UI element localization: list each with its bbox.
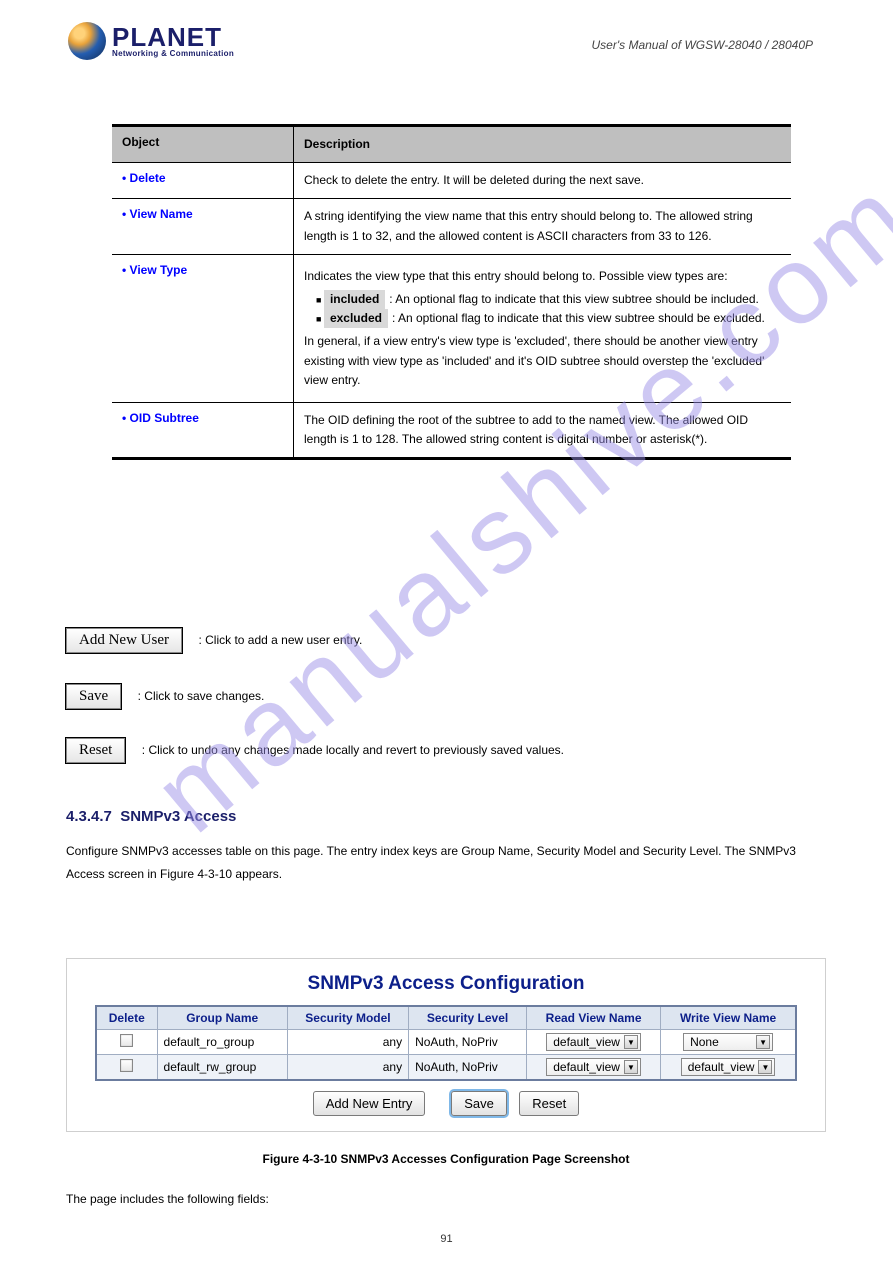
dd-value: default_view: [553, 1035, 620, 1049]
obj-delete-desc: Check to delete the entry. It will be de…: [294, 163, 791, 198]
dd-value: default_view: [688, 1060, 755, 1074]
bullet-excluded: excluded : An optional flag to indicate t…: [316, 309, 781, 328]
cell-level: NoAuth, NoPriv: [409, 1055, 527, 1081]
cell-group: default_ro_group: [157, 1030, 287, 1055]
delete-checkbox[interactable]: [120, 1034, 133, 1047]
snmp-access-figure: SNMPv3 Access Configuration Delete Group…: [66, 958, 826, 1132]
logo-subtitle: Networking & Communication: [112, 50, 234, 58]
header-doc-title: User's Manual of WGSW-28040 / 28040P: [591, 38, 813, 52]
add-new-user-desc: : Click to add a new user entry.: [198, 633, 362, 647]
table-row: default_ro_group any NoAuth, NoPriv defa…: [96, 1030, 796, 1055]
txt-excluded: : An optional flag to indicate that this…: [392, 311, 765, 325]
snmp-access-table: Delete Group Name Security Model Securit…: [95, 1005, 797, 1081]
cell-level: NoAuth, NoPriv: [409, 1030, 527, 1055]
reset-desc: : Click to undo any changes made locally…: [142, 743, 564, 757]
post-figure-text: The page includes the following fields:: [66, 1192, 269, 1206]
logo-text: PLANET Networking & Communication: [112, 24, 234, 58]
logo: PLANET Networking & Communication: [68, 22, 234, 60]
table-row: • View Name A string identifying the vie…: [112, 198, 791, 253]
chevron-down-icon: ▼: [624, 1035, 638, 1049]
tag-excluded: excluded: [324, 309, 388, 328]
th-group: Group Name: [157, 1006, 287, 1030]
save-button[interactable]: Save: [66, 684, 121, 709]
button-desc-save: Save : Click to save changes.: [66, 684, 264, 709]
page-number: 91: [0, 1233, 893, 1245]
logo-globe-icon: [68, 22, 106, 60]
figure-caption: Figure 4-3-10 SNMPv3 Accesses Configurat…: [66, 1152, 826, 1166]
viewtype-bullets: included : An optional flag to indicate t…: [304, 290, 781, 328]
obj-delete-label: • Delete: [112, 163, 294, 198]
add-new-user-button[interactable]: Add New User: [66, 628, 182, 653]
th-level: Security Level: [409, 1006, 527, 1030]
th-object: Object: [112, 127, 294, 162]
obj-oid-label: • OID Subtree: [112, 403, 294, 457]
obj-oid-desc: The OID defining the root of the subtree…: [294, 403, 791, 457]
button-desc-add: Add New User : Click to add a new user e…: [66, 628, 362, 653]
object-description-table: Object Description • Delete Check to del…: [112, 124, 791, 460]
dd-value: default_view: [553, 1060, 620, 1074]
table-row: default_rw_group any NoAuth, NoPriv defa…: [96, 1055, 796, 1081]
section-name: SNMPv3 Access: [120, 808, 236, 825]
dd-value: None: [690, 1035, 719, 1049]
txt-included: : An optional flag to indicate that this…: [389, 292, 759, 306]
add-new-entry-button[interactable]: Add New Entry: [313, 1091, 426, 1116]
tag-included: included: [324, 290, 385, 309]
caption-text: SNMPv3 Accesses Configuration Page Scree…: [337, 1152, 629, 1166]
save-desc: : Click to save changes.: [138, 689, 265, 703]
table-header: Delete Group Name Security Model Securit…: [96, 1006, 796, 1030]
write-view-dropdown[interactable]: default_view▼: [681, 1058, 776, 1076]
logo-brand: PLANET: [112, 24, 234, 50]
cell-model: any: [287, 1030, 408, 1055]
th-read: Read View Name: [527, 1006, 661, 1030]
th-description: Description: [294, 127, 791, 162]
delete-checkbox[interactable]: [120, 1059, 133, 1072]
caption-id: Figure 4-3-10: [262, 1152, 337, 1166]
viewtype-intro: Indicates the view type that this entry …: [304, 267, 781, 286]
read-view-dropdown[interactable]: default_view ▼: [546, 1033, 641, 1051]
button-desc-reset: Reset : Click to undo any changes made l…: [66, 738, 564, 763]
cell-model: any: [287, 1055, 408, 1081]
reset-button[interactable]: Reset: [66, 738, 125, 763]
section-number: 4.3.4.7: [66, 808, 112, 825]
write-view-dropdown[interactable]: None ▼: [683, 1033, 773, 1051]
chevron-down-icon: ▼: [624, 1060, 638, 1074]
chevron-down-icon: ▼: [756, 1035, 770, 1049]
figure-reset-button[interactable]: Reset: [519, 1091, 579, 1116]
obj-viewname-desc: A string identifying the view name that …: [294, 199, 791, 253]
figure-save-button[interactable]: Save: [451, 1091, 507, 1116]
th-model: Security Model: [287, 1006, 408, 1030]
figure-button-row: Add New Entry Save Reset: [95, 1095, 797, 1113]
th-delete: Delete: [96, 1006, 157, 1030]
obj-viewtype-label: • View Type: [112, 255, 294, 402]
obj-viewtype-desc: Indicates the view type that this entry …: [294, 255, 791, 402]
bullet-included: included : An optional flag to indicate t…: [316, 290, 781, 309]
section-body: Configure SNMPv3 accesses table on this …: [66, 840, 826, 886]
section-heading: 4.3.4.7 SNMPv3 Access: [66, 808, 236, 825]
th-write: Write View Name: [661, 1006, 796, 1030]
figure-title: SNMPv3 Access Configuration: [95, 973, 797, 995]
obj-viewname-label: • View Name: [112, 199, 294, 253]
table-header-row: Object Description: [112, 127, 791, 162]
table-row: • Delete Check to delete the entry. It w…: [112, 162, 791, 198]
chevron-down-icon: ▼: [758, 1060, 772, 1074]
cell-group: default_rw_group: [157, 1055, 287, 1081]
table-row: • OID Subtree The OID defining the root …: [112, 402, 791, 457]
read-view-dropdown[interactable]: default_view ▼: [546, 1058, 641, 1076]
viewtype-after: In general, if a view entry's view type …: [304, 332, 781, 390]
table-row: • View Type Indicates the view type that…: [112, 254, 791, 402]
